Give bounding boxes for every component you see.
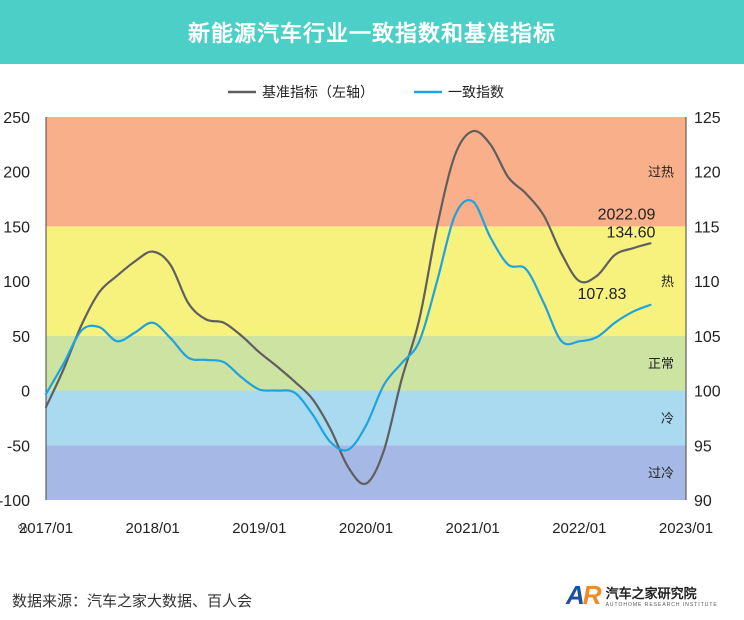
series-line-consistent-index [44,198,652,452]
left-tick-label: 50 [12,329,30,346]
brand-logo: AR 汽车之家研究院 AUTOHOME RESEARCH INSTITUTE [566,580,718,611]
series-line-base-index [44,129,652,486]
legend-label: 一致指数 [448,84,504,100]
x-tick-label: 2020/01 [339,520,393,537]
right-tick-label: 100 [694,384,721,401]
zone-band [46,445,686,500]
x-tick-label: 2017/01 [19,520,73,537]
annotation-base-value: 134.60 [607,224,656,241]
zone-band [46,335,686,391]
right-tick-label: 95 [694,438,712,455]
right-tick-label: 105 [694,329,721,346]
zone-label: 正常 [648,356,674,371]
x-tick-label: 2022/01 [552,520,606,537]
zone-band [46,390,686,446]
data-source-note: 数据来源：汽车之家大数据、百人会 [12,593,253,610]
right-tick-label: 120 [694,165,721,182]
left-tick-label: 100 [3,274,30,291]
left-tick-label: 0 [21,384,30,401]
chart-title: 新能源汽车行业一致指数和基准指标 [187,21,556,46]
zone-band [46,117,686,227]
zone-label: 过热 [648,165,674,180]
x-tick-label: 2019/01 [232,520,286,537]
legend-label: 基准指标（左轴） [262,84,374,100]
brand-name: 汽车之家研究院 [605,586,697,601]
right-tick-label: 110 [694,274,720,291]
zone-label: 热 [661,274,674,289]
left-tick-label: -100 [0,493,30,510]
left-tick-label: -50 [7,438,30,455]
right-tick-label: 115 [694,219,720,236]
annotation-consistent-value: 107.83 [578,286,627,303]
brand-subtitle: AUTOHOME RESEARCH INSTITUTE [605,602,718,608]
left-tick-label: 200 [3,165,30,182]
annotation-date: 2022.09 [598,206,656,223]
zone-label: 过冷 [648,466,674,481]
x-tick-label: 2023/01 [659,520,713,537]
right-tick-label: 90 [694,493,712,510]
x-tick-label: 2018/01 [126,520,180,537]
left-axis-unit: % [18,523,28,535]
right-tick-label: 125 [694,110,721,127]
header-bar: 新能源汽车行业一致指数和基准指标 [0,0,744,64]
autohome-research-logo-icon: AR [566,580,602,610]
left-tick-label: 250 [3,110,30,127]
zone-label: 冷 [661,411,674,426]
left-tick-label: 150 [3,219,30,236]
x-tick-label: 2021/01 [446,520,500,537]
